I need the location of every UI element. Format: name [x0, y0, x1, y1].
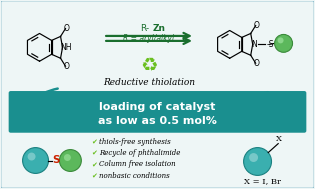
Text: S: S	[53, 155, 60, 165]
Text: R = aryl/alkyl: R = aryl/alkyl	[123, 34, 175, 43]
Text: thiols-free synthesis: thiols-free synthesis	[99, 138, 171, 146]
Text: nonbasic conditions: nonbasic conditions	[99, 172, 170, 180]
Text: as low as 0.5 mol%: as low as 0.5 mol%	[98, 116, 216, 126]
Text: X = I, Br: X = I, Br	[244, 177, 281, 185]
Text: ✔: ✔	[91, 150, 97, 156]
Circle shape	[64, 154, 71, 161]
Text: Column free isolation: Column free isolation	[99, 160, 176, 168]
Text: X: X	[276, 135, 282, 143]
Text: Zn: Zn	[153, 24, 166, 33]
Circle shape	[60, 149, 81, 171]
Circle shape	[243, 148, 272, 175]
Circle shape	[275, 34, 293, 52]
Circle shape	[278, 37, 284, 43]
Text: ✔: ✔	[91, 161, 97, 167]
Text: ♻: ♻	[140, 56, 158, 75]
FancyBboxPatch shape	[9, 91, 306, 133]
Text: Reductive thiolation: Reductive thiolation	[103, 78, 195, 87]
Text: NH: NH	[60, 43, 71, 52]
Text: R-: R-	[140, 24, 149, 33]
Text: O: O	[254, 59, 260, 68]
Text: O: O	[64, 62, 70, 71]
Text: -S: -S	[266, 40, 274, 49]
Circle shape	[249, 153, 258, 162]
Text: loading of catalyst: loading of catalyst	[99, 102, 215, 112]
Circle shape	[23, 148, 49, 174]
Text: O: O	[64, 24, 70, 33]
Circle shape	[28, 153, 36, 160]
Text: ✔: ✔	[91, 173, 97, 179]
Text: O: O	[254, 21, 260, 30]
Text: ✔: ✔	[91, 139, 97, 145]
Text: Recycle of phthalimide: Recycle of phthalimide	[99, 149, 180, 157]
Text: N: N	[251, 40, 257, 49]
